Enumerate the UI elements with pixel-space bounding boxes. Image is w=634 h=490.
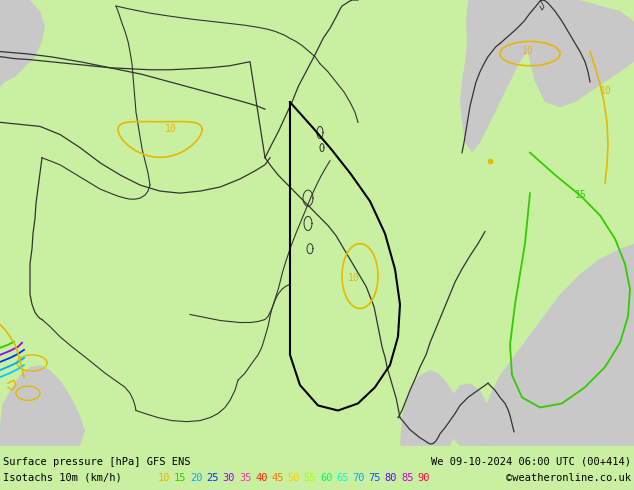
Text: 45: 45 bbox=[271, 473, 284, 483]
Text: 10: 10 bbox=[158, 473, 171, 483]
Text: ©weatheronline.co.uk: ©weatheronline.co.uk bbox=[506, 473, 631, 483]
Text: 55: 55 bbox=[304, 473, 316, 483]
Text: We 09-10-2024 06:00 UTC (00+414): We 09-10-2024 06:00 UTC (00+414) bbox=[431, 457, 631, 467]
Text: 80: 80 bbox=[385, 473, 398, 483]
Polygon shape bbox=[448, 383, 492, 446]
Text: 10: 10 bbox=[348, 273, 359, 283]
Text: 90: 90 bbox=[417, 473, 430, 483]
Text: 15: 15 bbox=[575, 190, 586, 200]
Text: 20: 20 bbox=[190, 473, 203, 483]
Text: 40: 40 bbox=[256, 473, 268, 483]
Polygon shape bbox=[460, 0, 540, 153]
Text: 25: 25 bbox=[207, 473, 219, 483]
Text: 10: 10 bbox=[600, 86, 612, 96]
Text: Isotachs 10m (km/h): Isotachs 10m (km/h) bbox=[3, 473, 122, 483]
Text: 75: 75 bbox=[368, 473, 381, 483]
Text: 70: 70 bbox=[353, 473, 365, 483]
Text: 65: 65 bbox=[336, 473, 349, 483]
Text: 10: 10 bbox=[165, 124, 177, 134]
Polygon shape bbox=[0, 365, 85, 446]
Polygon shape bbox=[510, 0, 634, 107]
Text: 60: 60 bbox=[320, 473, 332, 483]
Text: 85: 85 bbox=[401, 473, 413, 483]
Text: Surface pressure [hPa] GFS ENS: Surface pressure [hPa] GFS ENS bbox=[3, 457, 190, 467]
Text: 30: 30 bbox=[223, 473, 235, 483]
Polygon shape bbox=[0, 0, 45, 87]
Polygon shape bbox=[400, 370, 460, 446]
Text: 35: 35 bbox=[239, 473, 252, 483]
Text: 15: 15 bbox=[174, 473, 186, 483]
Text: 10: 10 bbox=[522, 46, 534, 55]
Text: 50: 50 bbox=[288, 473, 300, 483]
Polygon shape bbox=[480, 244, 634, 446]
